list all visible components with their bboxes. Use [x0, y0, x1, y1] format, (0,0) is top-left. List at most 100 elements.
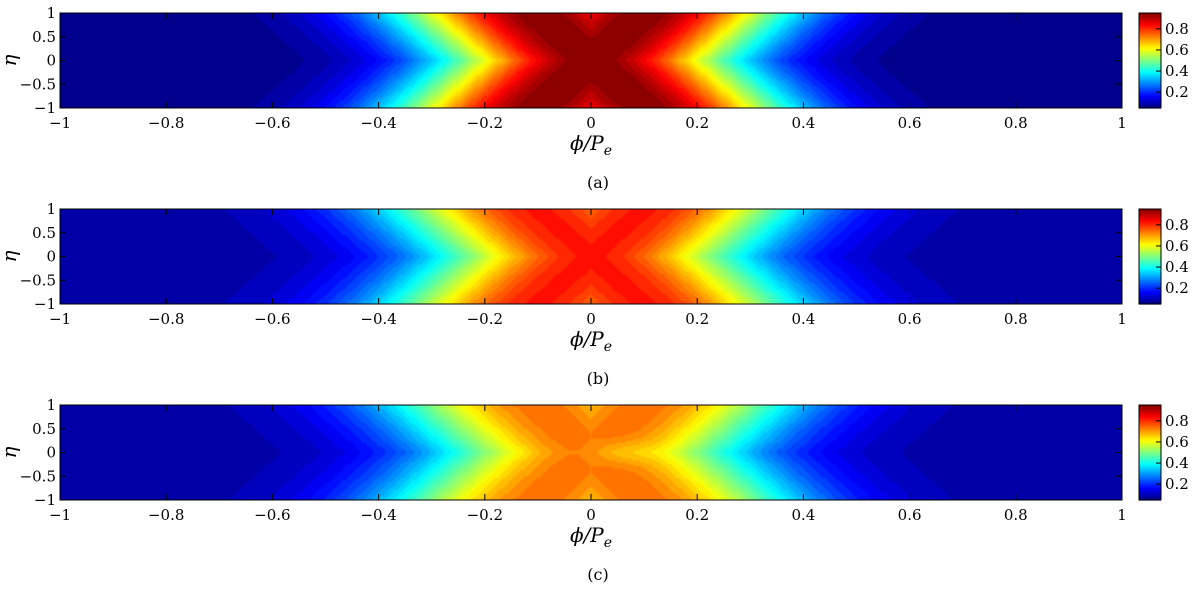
- x-tick-label: −0.2: [467, 310, 503, 328]
- colorbar-swatch: [1139, 74, 1161, 77]
- colorbar-swatch: [1139, 446, 1161, 450]
- y-tick-label: −1: [34, 295, 56, 313]
- x-tick-label: −0.2: [467, 114, 503, 132]
- colorbar-swatch: [1139, 246, 1161, 250]
- x-tick-label: 0.2: [685, 114, 709, 132]
- colorbar-tick-label: 0.6: [1165, 41, 1189, 59]
- colorbar-swatch: [1139, 278, 1161, 281]
- y-tick-label: −0.5: [20, 467, 56, 485]
- colorbar-swatch: [1139, 416, 1161, 420]
- heatmap-chart: −1 −0.8 −0.6 −0.4 −0.2 0 0.2 0.4 0.6 0.8 1 1 0.5 0 −0.…: [0, 396, 1189, 584]
- colorbar-swatch: [1139, 456, 1161, 460]
- colorbar-swatch: [1139, 438, 1161, 442]
- x-tick-label: 1: [1117, 114, 1127, 132]
- colorbar-swatch: [1139, 420, 1161, 424]
- x-tick-label: −0.4: [360, 114, 396, 132]
- colorbar-swatch: [1139, 212, 1161, 216]
- colorbar-swatch: [1139, 466, 1161, 469]
- colorbar-swatch: [1139, 52, 1161, 56]
- panel-caption: (b): [587, 369, 610, 388]
- x-tick-label: −1: [49, 506, 71, 524]
- colorbar-swatch: [1139, 256, 1161, 260]
- heatmap-chart: −1 −0.8 −0.6 −0.4 −0.2 0 0.2 0.4 0.6 0.8 1 1 0.5 0 −0.…: [0, 4, 1189, 192]
- colorbar-tick-label: 0.8: [1165, 20, 1189, 38]
- colorbar-swatch: [1139, 302, 1161, 305]
- x-tick-label: 0.8: [1004, 310, 1028, 328]
- colorbar-swatch: [1139, 468, 1161, 471]
- colorbar-swatch: [1139, 68, 1161, 71]
- colorbar-swatch: [1139, 492, 1161, 495]
- x-tick-label: 0: [586, 310, 596, 328]
- x-tick-label: −0.6: [254, 506, 290, 524]
- x-tick-label: 1: [1117, 506, 1127, 524]
- colorbar-swatch: [1139, 270, 1161, 273]
- colorbar-swatch: [1139, 34, 1161, 38]
- colorbar-swatch: [1139, 460, 1161, 463]
- colorbar-swatch: [1139, 13, 1161, 16]
- colorbar-swatch: [1139, 424, 1161, 428]
- colorbar-swatch: [1139, 88, 1161, 91]
- colorbar-swatch: [1139, 58, 1161, 62]
- colorbar-swatch: [1139, 248, 1161, 252]
- colorbar-swatch: [1139, 244, 1161, 248]
- colorbar-swatch: [1139, 290, 1161, 293]
- x-tick-label: 0.6: [898, 506, 922, 524]
- x-tick-label: 0.6: [898, 310, 922, 328]
- x-tick-label: −0.8: [148, 310, 184, 328]
- colorbar-swatch: [1139, 92, 1161, 95]
- colorbar-swatch: [1139, 298, 1161, 301]
- x-tick-label: −0.2: [467, 506, 503, 524]
- colorbar-swatch: [1139, 266, 1161, 269]
- colorbar-swatch: [1139, 272, 1161, 275]
- colorbar-swatch: [1139, 209, 1161, 212]
- colorbar-swatch: [1139, 30, 1161, 34]
- x-tick-label: −0.8: [148, 506, 184, 524]
- colorbar-swatch: [1139, 214, 1161, 218]
- colorbar-swatch: [1139, 20, 1161, 24]
- x-tick-label: −0.6: [254, 310, 290, 328]
- panel-c: −1 −0.8 −0.6 −0.4 −0.2 0 0.2 0.4 0.6 0.8 1 1 0.5 0 −0.…: [0, 392, 1200, 588]
- y-axis-label: η: [0, 446, 21, 458]
- x-axis-label: ϕ/Pe: [570, 327, 612, 355]
- heatmap-field: [60, 209, 1122, 304]
- y-axis-label: η: [0, 54, 21, 66]
- colorbar-swatch: [1139, 284, 1161, 287]
- colorbar-swatch: [1139, 76, 1161, 79]
- x-tick-label: 0.2: [685, 506, 709, 524]
- colorbar-swatch: [1139, 240, 1161, 244]
- colorbar-swatch: [1139, 470, 1161, 473]
- colorbar-swatch: [1139, 484, 1161, 487]
- colorbar-swatch: [1139, 292, 1161, 295]
- colorbar-swatch: [1139, 100, 1161, 103]
- colorbar-swatch: [1139, 56, 1161, 60]
- y-tick-label: 1: [46, 4, 56, 22]
- colorbar-swatch: [1139, 102, 1161, 105]
- colorbar-swatch: [1139, 72, 1161, 75]
- panel-b: −1 −0.8 −0.6 −0.4 −0.2 0 0.2 0.4 0.6 0.8 1 1 0.5 0 −0.…: [0, 196, 1200, 392]
- colorbar-swatch: [1139, 46, 1161, 50]
- colorbar-swatch: [1139, 410, 1161, 414]
- colorbar-swatch: [1139, 264, 1161, 267]
- x-tick-label: 0.2: [685, 310, 709, 328]
- y-tick-label: 0: [46, 52, 56, 70]
- colorbar-swatch: [1139, 16, 1161, 20]
- colorbar-tick-label: 0.2: [1165, 475, 1189, 493]
- colorbar-swatch: [1139, 98, 1161, 101]
- colorbar-swatch: [1139, 26, 1161, 30]
- colorbar-swatch: [1139, 412, 1161, 416]
- colorbar-swatch: [1139, 444, 1161, 448]
- colorbar-swatch: [1139, 32, 1161, 36]
- y-tick-label: 1: [46, 200, 56, 218]
- colorbar-swatch: [1139, 228, 1161, 232]
- colorbar-swatch: [1139, 454, 1161, 458]
- colorbar-swatch: [1139, 408, 1161, 412]
- colorbar-swatch: [1139, 260, 1161, 264]
- colorbar-swatch: [1139, 14, 1161, 18]
- colorbar-swatch: [1139, 430, 1161, 434]
- colorbar-swatch: [1139, 220, 1161, 224]
- y-tick-label: 0.5: [32, 28, 56, 46]
- colorbar-swatch: [1139, 442, 1161, 446]
- x-axis-label: ϕ/Pe: [570, 131, 612, 159]
- heatmap-field: [60, 13, 1122, 108]
- colorbar-swatch: [1139, 48, 1161, 52]
